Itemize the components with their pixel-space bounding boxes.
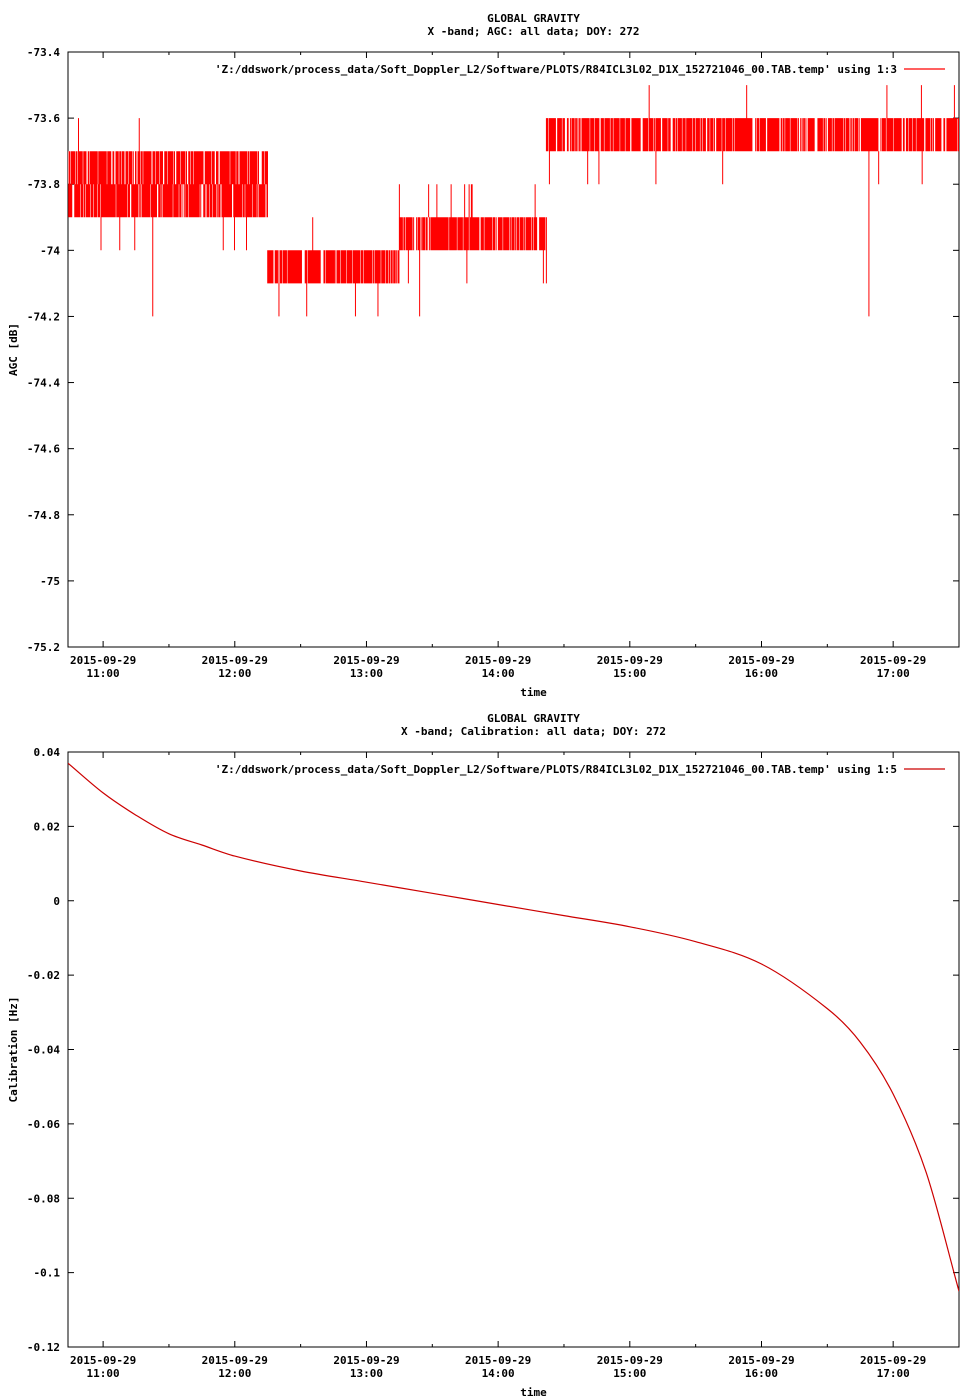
- x-tick-date: 2015-09-29: [202, 654, 268, 667]
- x-tick-date: 2015-09-29: [70, 654, 136, 667]
- agc-series-segment: [545, 85, 959, 317]
- y-axis-label: Calibration [Hz]: [7, 997, 20, 1103]
- chart-title: GLOBAL GRAVITY: [487, 712, 580, 725]
- x-axis-label: time: [520, 1386, 547, 1399]
- x-tick-time: 15:00: [613, 1367, 646, 1380]
- y-tick-label: -0.06: [27, 1118, 60, 1131]
- x-tick-date: 2015-09-29: [202, 1354, 268, 1367]
- y-tick-label: -75.2: [27, 641, 60, 654]
- calibration-series-line: [68, 762, 959, 1292]
- x-tick-date: 2015-09-29: [333, 654, 399, 667]
- y-tick-label: -73.8: [27, 178, 60, 191]
- x-tick-time: 11:00: [87, 667, 120, 680]
- agc-series-segment: [267, 217, 400, 317]
- x-tick-date: 2015-09-29: [465, 1354, 531, 1367]
- y-tick-label: -74.8: [27, 509, 60, 522]
- x-tick-date: 2015-09-29: [465, 654, 531, 667]
- y-tick-label: -74.2: [27, 310, 60, 323]
- x-tick-date: 2015-09-29: [728, 654, 794, 667]
- y-tick-label: -0.08: [27, 1192, 60, 1205]
- legend-label: 'Z:/ddswork/process_data/Soft_Doppler_L2…: [215, 63, 897, 76]
- chart-title: GLOBAL GRAVITY: [487, 12, 580, 25]
- y-tick-label: -0.12: [27, 1341, 60, 1354]
- x-tick-time: 17:00: [877, 667, 910, 680]
- x-tick-time: 11:00: [87, 1367, 120, 1380]
- x-tick-date: 2015-09-29: [860, 654, 926, 667]
- data-layer: [68, 762, 959, 1292]
- x-tick-time: 12:00: [218, 1367, 251, 1380]
- y-tick-label: 0.04: [34, 746, 61, 759]
- x-tick-time: 14:00: [482, 1367, 515, 1380]
- x-tick-date: 2015-09-29: [597, 1354, 663, 1367]
- x-axis-label: time: [520, 686, 547, 699]
- y-tick-label: -74.4: [27, 377, 60, 390]
- y-tick-label: -0.1: [34, 1267, 61, 1280]
- x-tick-time: 16:00: [745, 667, 778, 680]
- x-tick-date: 2015-09-29: [860, 1354, 926, 1367]
- x-tick-date: 2015-09-29: [597, 654, 663, 667]
- data-layer: [68, 85, 959, 317]
- y-tick-label: -0.02: [27, 969, 60, 982]
- y-tick-label: -75: [40, 575, 60, 588]
- agc-series-segment: [398, 184, 547, 317]
- chart-subtitle: X -band; Calibration: all data; DOY: 272: [401, 725, 666, 738]
- x-tick-time: 12:00: [218, 667, 251, 680]
- x-tick-time: 13:00: [350, 1367, 383, 1380]
- x-tick-date: 2015-09-29: [70, 1354, 136, 1367]
- x-tick-time: 15:00: [613, 667, 646, 680]
- x-tick-time: 13:00: [350, 667, 383, 680]
- y-tick-label: -74: [40, 244, 60, 257]
- x-tick-time: 16:00: [745, 1367, 778, 1380]
- y-tick-label: 0.02: [34, 820, 61, 833]
- y-tick-label: 0: [53, 895, 60, 908]
- agc-series-segment: [68, 118, 268, 317]
- x-tick-time: 17:00: [877, 1367, 910, 1380]
- y-tick-label: -74.6: [27, 443, 60, 456]
- plot-frame: [67, 751, 960, 1348]
- chart-subtitle: X -band; AGC: all data; DOY: 272: [428, 25, 640, 38]
- legend-label: 'Z:/ddswork/process_data/Soft_Doppler_L2…: [215, 763, 897, 776]
- x-tick-time: 14:00: [482, 667, 515, 680]
- x-tick-date: 2015-09-29: [333, 1354, 399, 1367]
- y-tick-label: -0.04: [27, 1044, 60, 1057]
- x-tick-date: 2015-09-29: [728, 1354, 794, 1367]
- y-tick-label: -73.6: [27, 112, 60, 125]
- y-tick-label: -73.4: [27, 46, 60, 59]
- y-axis-label: AGC [dB]: [7, 323, 20, 376]
- plot-frame: [67, 51, 960, 648]
